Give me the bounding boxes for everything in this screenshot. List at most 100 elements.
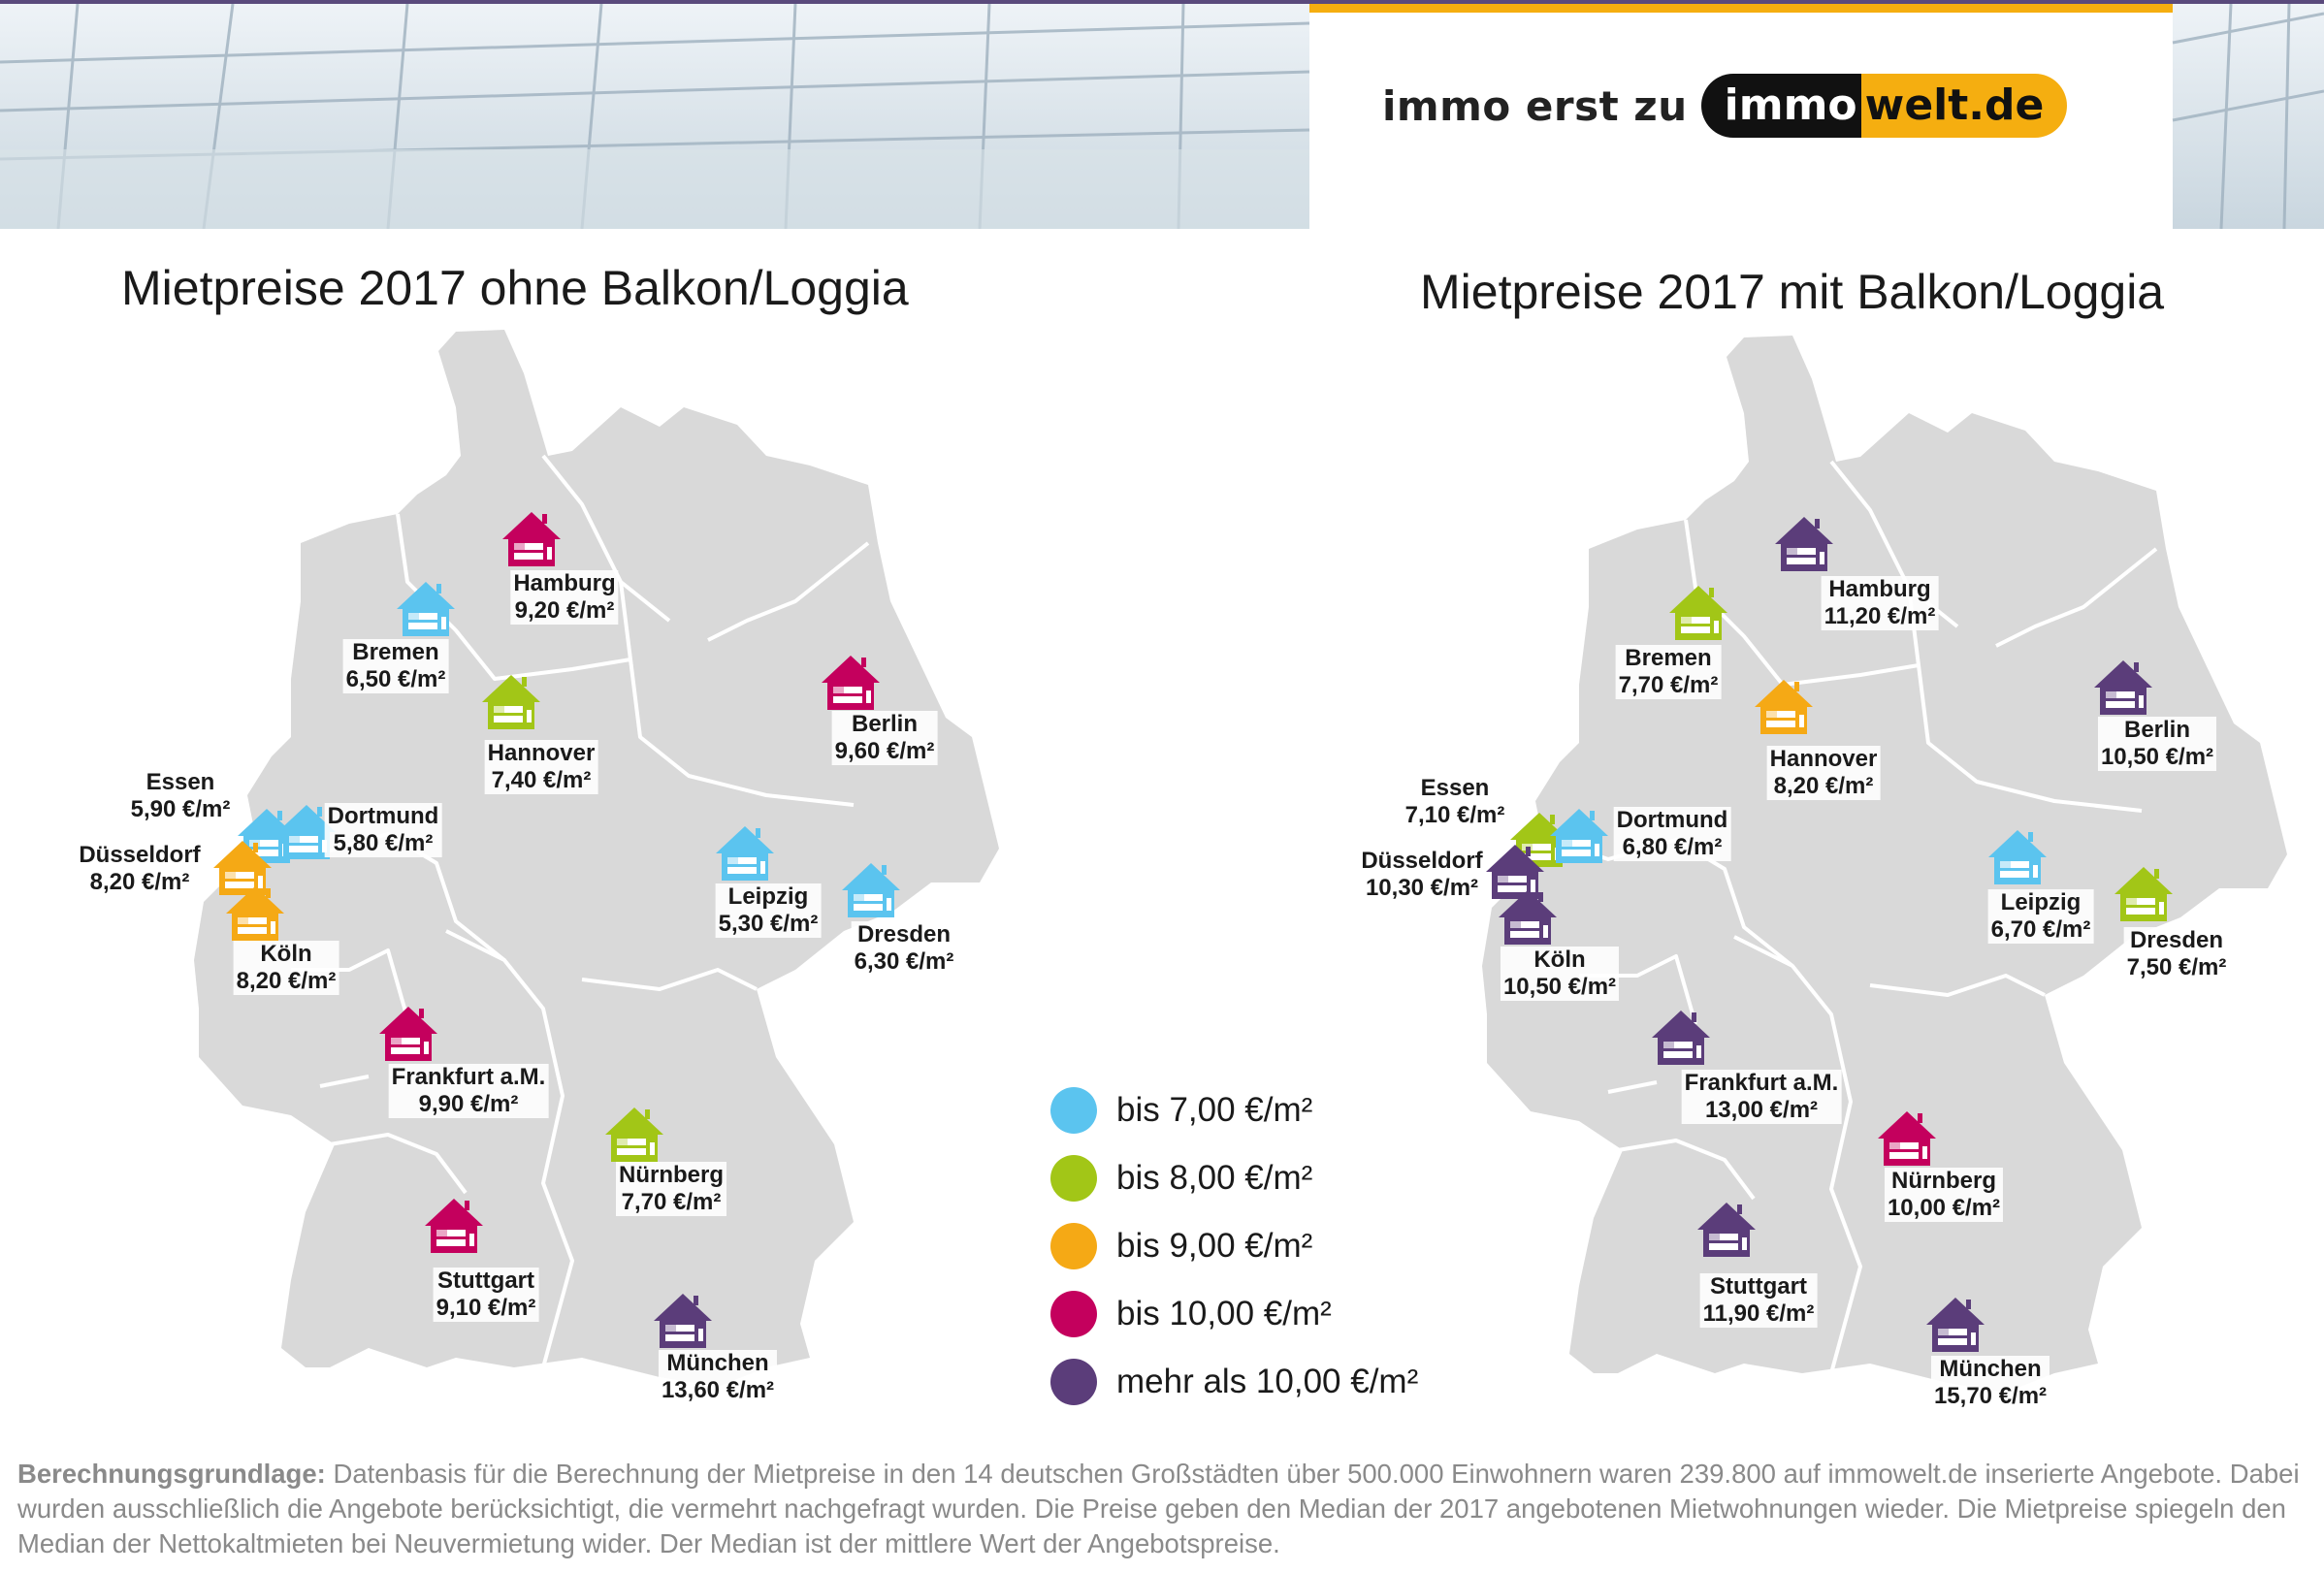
left-city-label-stuttgart: Stuttgart 9,10 €/m² <box>433 1268 539 1322</box>
logo-pill: immo welt.de <box>1700 74 2068 138</box>
left-city-label-frankfurt-a-m: Frankfurt a.M. 9,90 €/m² <box>388 1064 549 1118</box>
city-name: Dresden <box>2123 927 2230 954</box>
right-house-hannover-icon <box>1755 680 1813 734</box>
city-price: 6,80 €/m² <box>1613 834 1731 861</box>
right-city-label-bremen: Bremen 7,70 €/m² <box>1615 645 1722 699</box>
right-map-title: Mietpreise 2017 mit Balkon/Loggia <box>1420 265 2165 319</box>
right-map-house-markers <box>1486 517 2173 1352</box>
right-city-label-stuttgart: Stuttgart 11,90 €/m² <box>1699 1273 1818 1328</box>
left-city-label-bremen: Bremen 6,50 €/m² <box>342 639 449 693</box>
top-accent-line <box>0 0 2324 4</box>
city-price: 8,20 €/m² <box>76 869 204 896</box>
right-city-label-nuernberg: Nürnberg 10,00 €/m² <box>1884 1168 2004 1222</box>
header-banner-photo <box>0 4 2324 229</box>
legend-label: bis 9,00 €/m² <box>1116 1227 1313 1265</box>
right-city-label-berlin: Berlin 10,50 €/m² <box>2097 717 2217 771</box>
logo-accent-bar <box>1309 4 2173 13</box>
city-price: 5,80 €/m² <box>324 830 442 857</box>
city-price: 8,20 €/m² <box>233 968 339 995</box>
left-city-label-koeln: Köln 8,20 €/m² <box>233 941 339 995</box>
right-city-label-leipzig: Leipzig 6,70 €/m² <box>1987 889 2094 944</box>
city-price: 15,70 €/m² <box>1930 1383 2050 1410</box>
left-city-label-hannover: Hannover 7,40 €/m² <box>484 740 598 794</box>
right-city-label-duesseldorf: Düsseldorf 10,30 €/m² <box>1358 848 1486 902</box>
city-name: Köln <box>233 941 339 968</box>
right-city-label-dresden: Dresden 7,50 €/m² <box>2123 927 2230 981</box>
right-house-leipzig-icon <box>1988 830 2047 884</box>
left-city-label-dortmund: Dortmund 5,80 €/m² <box>324 803 442 857</box>
city-name: Leipzig <box>1987 889 2094 916</box>
city-name: Stuttgart <box>1699 1273 1818 1300</box>
city-price: 9,10 €/m² <box>433 1295 539 1322</box>
legend-label: bis 8,00 €/m² <box>1116 1159 1313 1197</box>
city-name: Nürnberg <box>1884 1168 2004 1195</box>
city-price: 5,90 €/m² <box>127 796 234 823</box>
left-city-label-muenchen: München 13,60 €/m² <box>658 1350 778 1404</box>
legend-dot-icon <box>1050 1359 1097 1405</box>
right-house-dresden-icon <box>2114 867 2173 921</box>
city-price: 10,30 €/m² <box>1358 875 1486 902</box>
left-house-koeln-icon <box>226 886 284 941</box>
city-price: 6,70 €/m² <box>1987 916 2094 944</box>
logo-part1: immo <box>1700 74 1861 138</box>
city-price: 6,50 €/m² <box>342 666 449 693</box>
city-name: Hannover <box>1766 746 1881 773</box>
left-house-dortmund-icon <box>277 805 336 859</box>
left-city-label-leipzig: Leipzig 5,30 €/m² <box>715 883 822 938</box>
footnote-label: Berechnungsgrundlage: <box>17 1459 326 1489</box>
right-city-label-dortmund: Dortmund 6,80 €/m² <box>1613 807 1731 861</box>
city-price: 7,70 €/m² <box>616 1189 726 1216</box>
city-name: Essen <box>127 769 234 796</box>
right-city-label-muenchen: München 15,70 €/m² <box>1930 1356 2050 1410</box>
city-name: Stuttgart <box>433 1268 539 1295</box>
city-name: Berlin <box>831 711 938 738</box>
left-house-hannover-icon <box>482 675 540 729</box>
right-house-hamburg-icon <box>1775 517 1833 571</box>
legend-label: bis 10,00 €/m² <box>1116 1295 1332 1332</box>
right-house-duesseldorf-icon <box>1486 845 1544 899</box>
city-name: Köln <box>1500 947 1620 974</box>
city-price: 10,00 €/m² <box>1884 1195 2004 1222</box>
city-name: Hannover <box>484 740 598 767</box>
legend-item-2: bis 8,00 €/m² <box>1050 1144 1418 1212</box>
left-house-bremen-icon <box>397 582 455 636</box>
city-price: 5,30 €/m² <box>715 911 822 938</box>
city-price: 7,50 €/m² <box>2123 954 2230 981</box>
left-city-label-hamburg: Hamburg 9,20 €/m² <box>510 570 619 625</box>
right-house-muenchen-icon <box>1926 1298 1985 1352</box>
left-map-house-markers <box>213 512 900 1348</box>
city-price: 7,40 €/m² <box>484 767 598 794</box>
city-name: Essen <box>1402 775 1508 802</box>
city-price: 13,00 €/m² <box>1681 1097 1842 1124</box>
right-city-label-hamburg: Hamburg 11,20 €/m² <box>1821 576 1939 630</box>
right-house-stuttgart-icon <box>1697 1203 1756 1257</box>
right-house-dortmund-icon <box>1550 809 1608 863</box>
city-name: München <box>1930 1356 2050 1383</box>
legend-dot-icon <box>1050 1223 1097 1269</box>
legend-dot-icon <box>1050 1155 1097 1202</box>
city-price: 11,90 €/m² <box>1699 1300 1818 1328</box>
left-house-hamburg-icon <box>502 512 561 566</box>
city-name: Frankfurt a.M. <box>388 1064 549 1091</box>
logo-part2: welt.de <box>1860 74 2068 138</box>
left-city-label-essen: Essen 5,90 €/m² <box>127 769 234 823</box>
left-house-frankfurt-a-m-icon <box>379 1007 437 1061</box>
city-name: Dresden <box>851 921 957 948</box>
legend-dot-icon <box>1050 1087 1097 1134</box>
city-name: Leipzig <box>715 883 822 911</box>
legend-item-1: bis 7,00 €/m² <box>1050 1076 1418 1144</box>
city-name: Düsseldorf <box>76 842 204 869</box>
city-name: Bremen <box>342 639 449 666</box>
immowelt-logo: immo erst zu immo welt.de <box>1382 74 2068 138</box>
city-name: Dortmund <box>324 803 442 830</box>
right-city-label-essen: Essen 7,10 €/m² <box>1402 775 1508 829</box>
footnote: Berechnungsgrundlage: Datenbasis für die… <box>17 1457 2316 1561</box>
city-price: 10,50 €/m² <box>1500 974 1620 1001</box>
left-city-label-dresden: Dresden 6,30 €/m² <box>851 921 957 976</box>
city-name: Berlin <box>2097 717 2217 744</box>
city-price: 6,30 €/m² <box>851 948 957 976</box>
left-city-label-nuernberg: Nürnberg 7,70 €/m² <box>616 1162 726 1216</box>
left-house-muenchen-icon <box>654 1294 712 1348</box>
city-price: 8,20 €/m² <box>1766 773 1881 800</box>
